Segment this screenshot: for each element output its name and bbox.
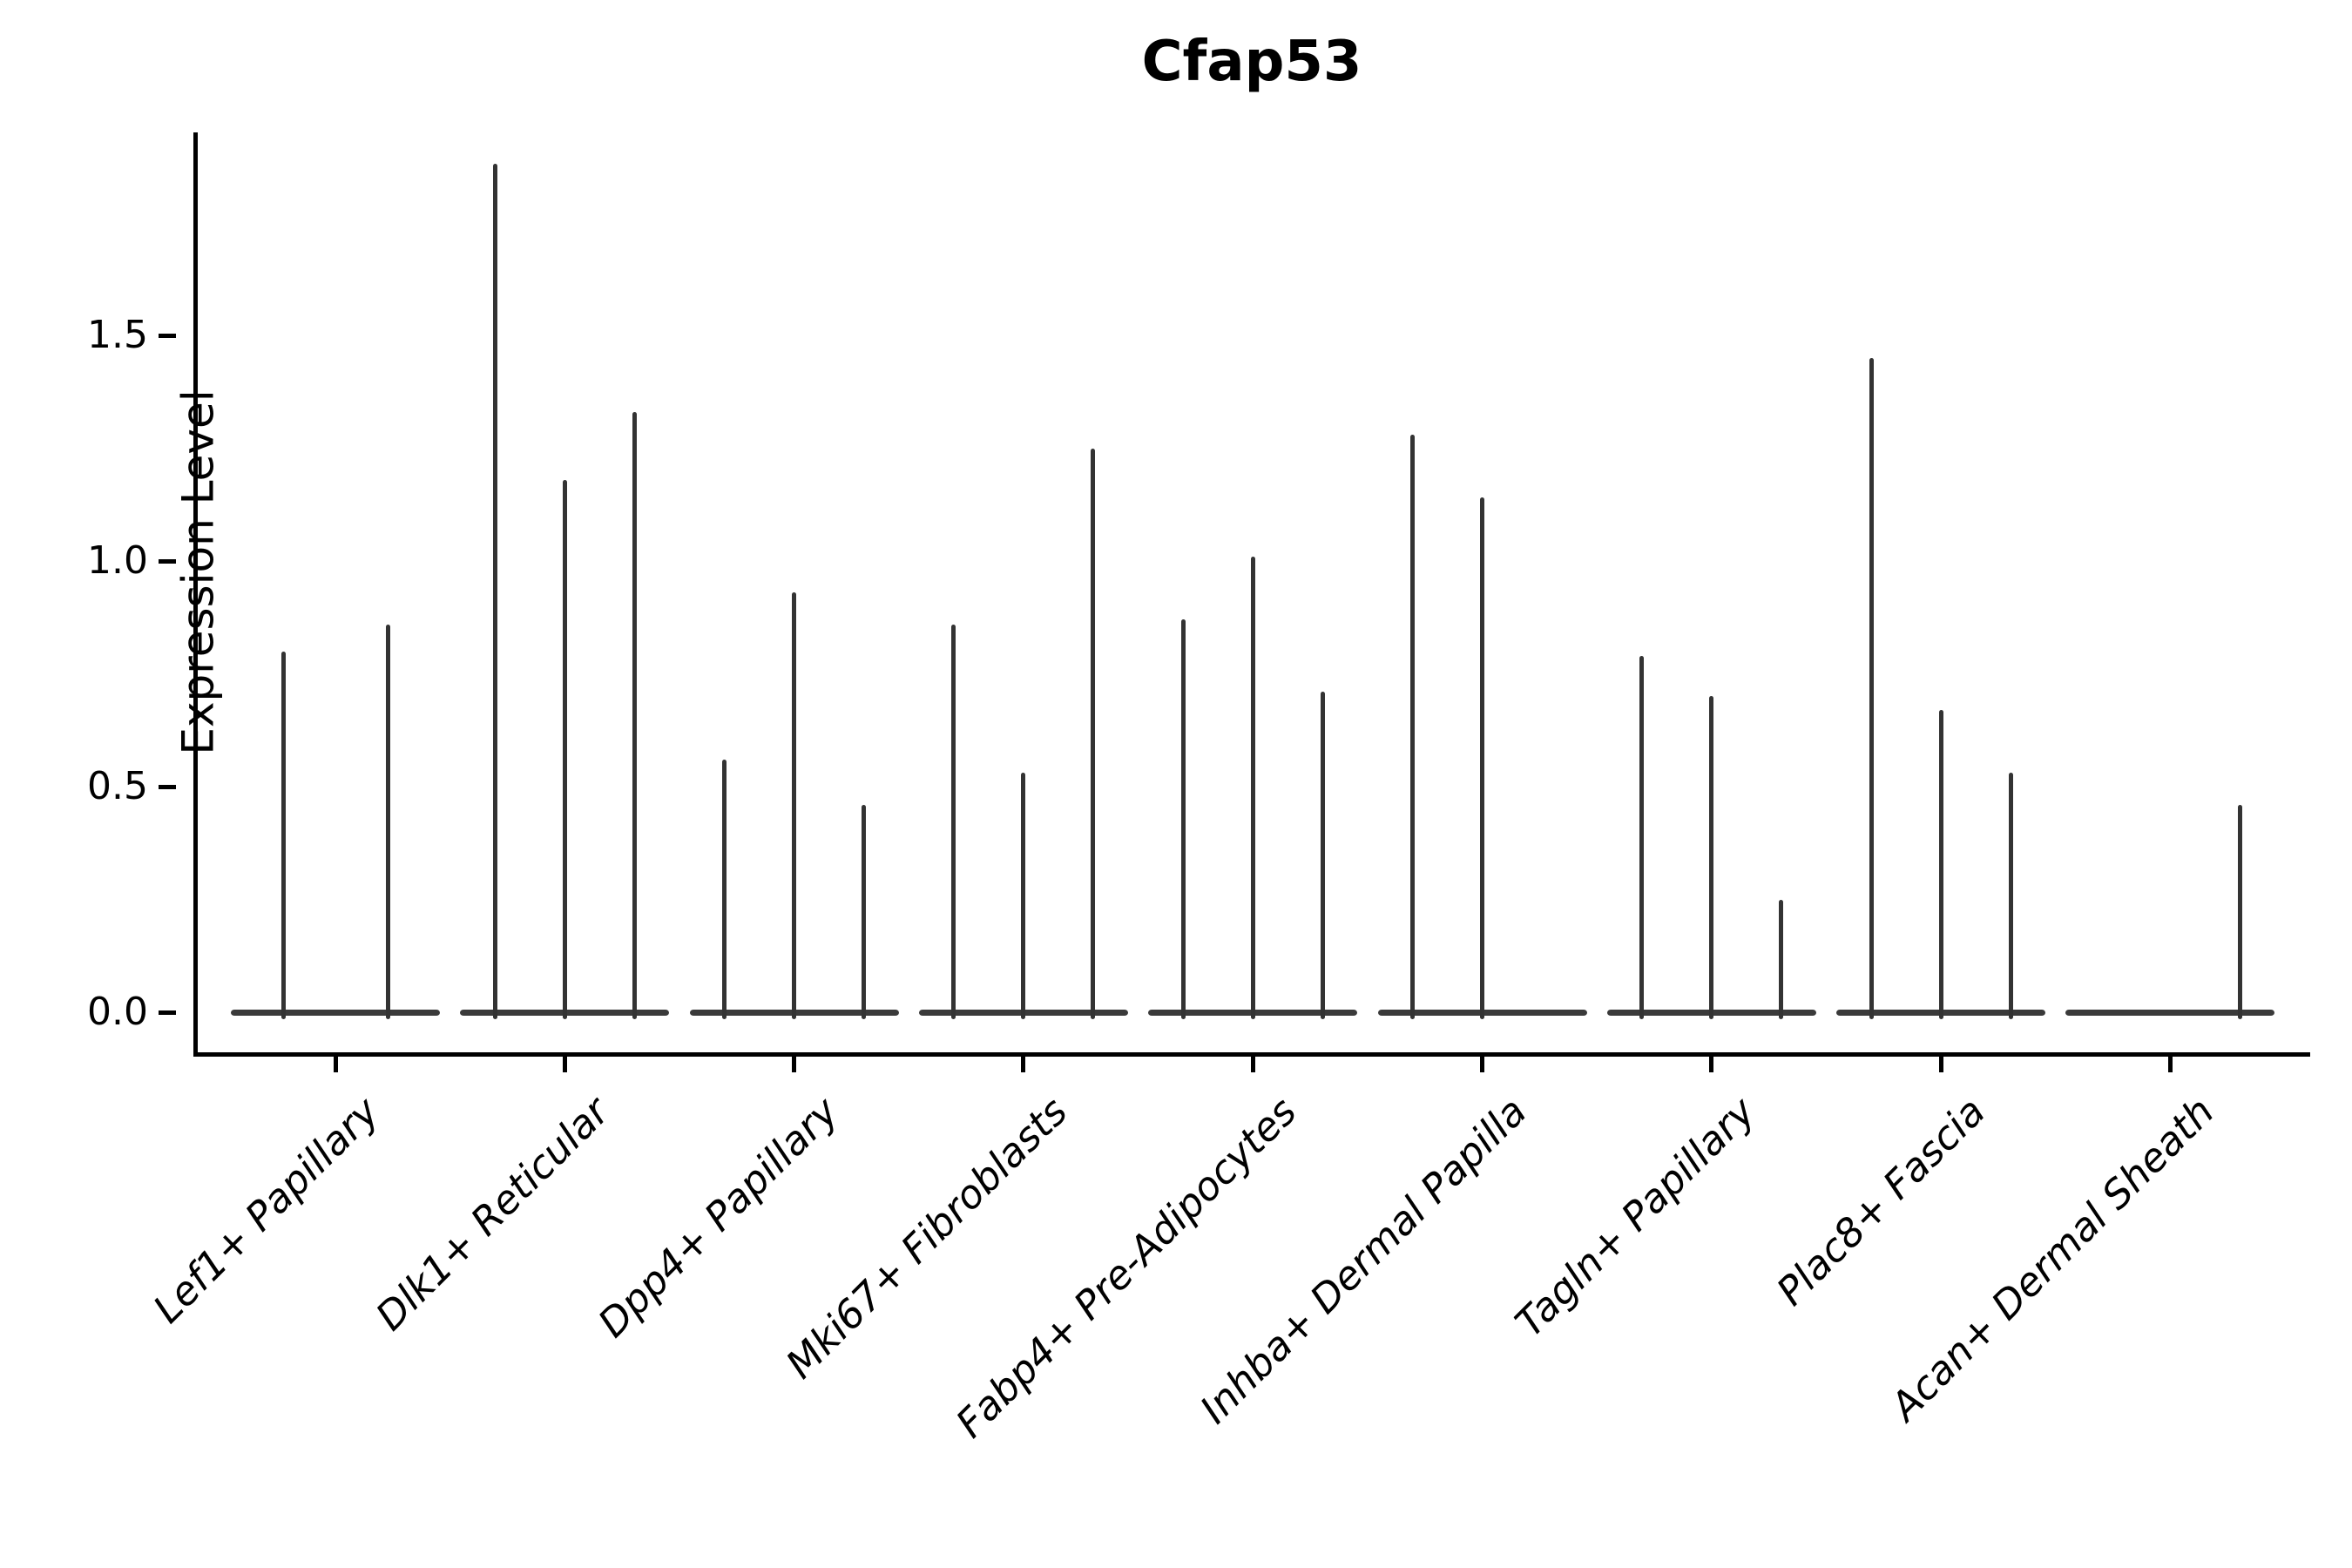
y-tick-mark: [159, 558, 176, 564]
violin-spike: [722, 759, 727, 1019]
x-tick-label: Dlk1+ Reticular: [366, 1088, 618, 1340]
violin-spike: [1779, 899, 1784, 1019]
y-tick-label: 0.0: [87, 990, 148, 1034]
violin-spike: [1180, 619, 1186, 1019]
y-tick-label: 0.5: [87, 764, 148, 808]
x-tick-mark: [1709, 1057, 1714, 1072]
violin-spike: [862, 804, 867, 1019]
y-tick-label: 1.5: [87, 313, 148, 357]
x-tick-mark: [1480, 1057, 1484, 1072]
y-axis-line: [193, 132, 198, 1057]
violin-spike: [280, 651, 286, 1019]
violin-spike: [1410, 434, 1415, 1019]
violin-spike: [385, 624, 390, 1019]
y-tick-mark: [159, 1010, 176, 1015]
x-tick-label: Dpp4+ Papillary: [589, 1088, 848, 1347]
x-tick-mark: [2167, 1057, 2173, 1072]
y-axis-label: Expression Level: [172, 389, 224, 755]
x-axis-line: [193, 1052, 2310, 1057]
y-tick-mark: [159, 784, 176, 789]
y-tick-label: 1.0: [87, 538, 148, 583]
x-tick-label: Lef1+ Papillary: [144, 1088, 389, 1332]
violin-spike: [632, 412, 637, 1019]
violin-spike: [1480, 497, 1484, 1019]
x-tick-mark: [792, 1057, 797, 1072]
x-tick-mark: [1938, 1057, 1943, 1072]
x-tick-label: Plac8+ Fascia: [1767, 1088, 1994, 1315]
violin-spike: [492, 164, 497, 1019]
plot-title: Cfap53: [1141, 30, 1362, 94]
violin-spike: [1320, 692, 1325, 1019]
violin-baseline: [2065, 1009, 2275, 1016]
x-tick-mark: [1021, 1057, 1026, 1072]
violin-spike: [1709, 696, 1714, 1019]
violin-spike: [951, 624, 956, 1019]
violin-spike: [1091, 448, 1096, 1019]
x-tick-mark: [333, 1057, 338, 1072]
violin-spike: [1021, 773, 1026, 1019]
violin-spike: [792, 592, 797, 1019]
violin-spike: [1250, 556, 1255, 1019]
violin-spike: [2008, 773, 2013, 1019]
x-tick-label: Tagln+ Papillary: [1506, 1088, 1765, 1347]
y-tick-mark: [159, 333, 176, 338]
x-tick-mark: [562, 1057, 567, 1072]
violin-spike: [1869, 357, 1874, 1019]
violin-baseline: [231, 1009, 440, 1016]
violin-spike: [2237, 804, 2242, 1019]
violin-spike: [1938, 709, 1943, 1019]
violin-spike: [1639, 655, 1645, 1019]
x-tick-mark: [1250, 1057, 1255, 1072]
violin-spike: [562, 479, 567, 1019]
